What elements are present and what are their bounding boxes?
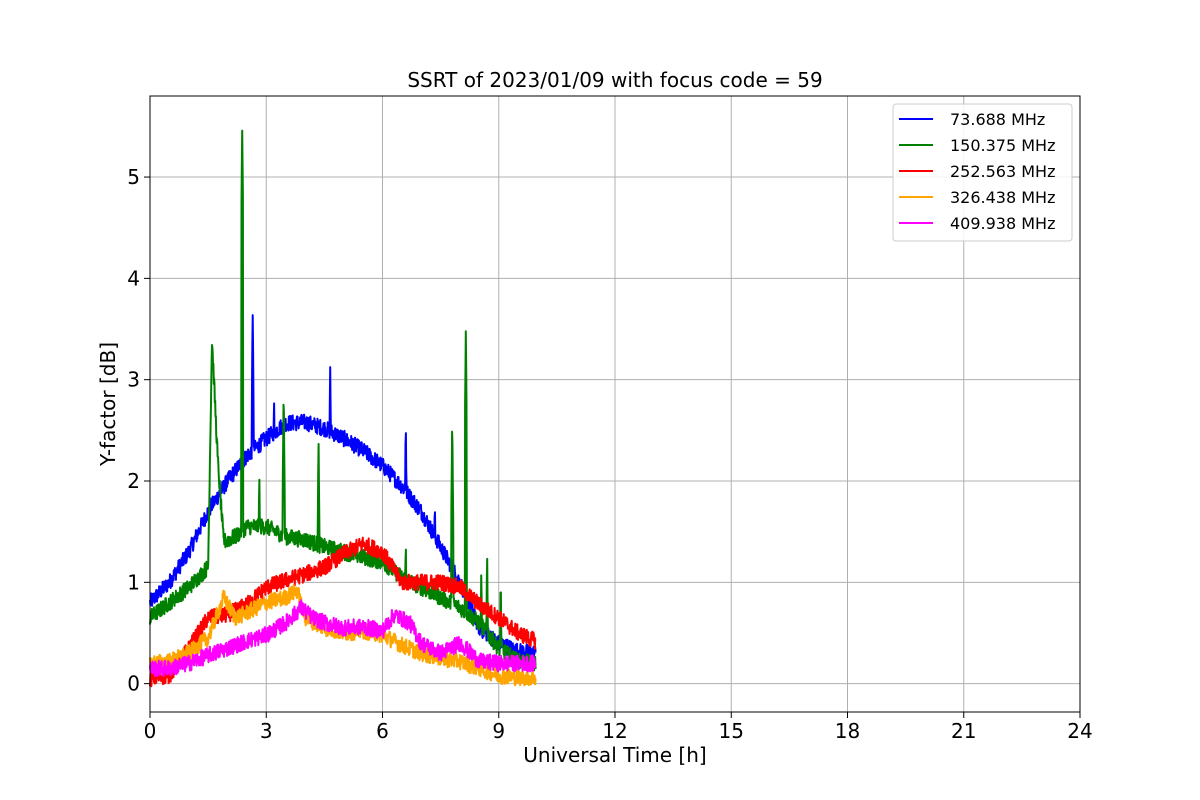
y-tick-label: 3: [127, 368, 140, 392]
x-axis-label: Universal Time [h]: [523, 743, 706, 767]
y-tick-label: 5: [127, 165, 140, 189]
series-line: [149, 536, 537, 688]
series-line: [149, 599, 537, 677]
x-tick-label: 12: [602, 719, 627, 743]
y-axis-label: Y-factor [dB]: [96, 342, 120, 467]
x-tick-label: 3: [260, 719, 273, 743]
x-axis-ticks: 0 3 6 9 12 15 18 21 24: [144, 712, 1093, 743]
legend-entry-label: 150.375 MHz: [950, 136, 1055, 155]
x-tick-label: 0: [144, 719, 157, 743]
legend-box: [892, 103, 1073, 242]
legend-entry-label: 73.688 MHz: [950, 110, 1045, 129]
x-tick-label: 9: [492, 719, 505, 743]
y-tick-label: 2: [127, 469, 140, 493]
x-tick-label: 6: [376, 719, 389, 743]
legend-entry-label: 409.938 MHz: [950, 214, 1055, 233]
legend: 73.688 MHz 150.375 MHz 252.563 MHz 326.438 …: [892, 103, 1073, 242]
y-tick-label: 1: [127, 570, 140, 594]
series-layer: [149, 129, 537, 688]
series-line: [149, 314, 537, 662]
x-tick-label: 15: [719, 719, 744, 743]
y-tick-label: 0: [127, 672, 140, 696]
x-tick-label: 21: [951, 719, 976, 743]
chart-title: SSRT of 2023/01/09 with focus code = 59: [407, 68, 822, 92]
legend-entry-label: 252.563 MHz: [950, 162, 1055, 181]
y-tick-label: 4: [127, 266, 140, 290]
x-tick-label: 18: [835, 719, 860, 743]
x-tick-label: 24: [1067, 719, 1092, 743]
y-axis-ticks: 0 1 2 3 4 5: [127, 165, 150, 696]
legend-entry-label: 326.438 MHz: [950, 188, 1055, 207]
series-line: [149, 583, 537, 687]
